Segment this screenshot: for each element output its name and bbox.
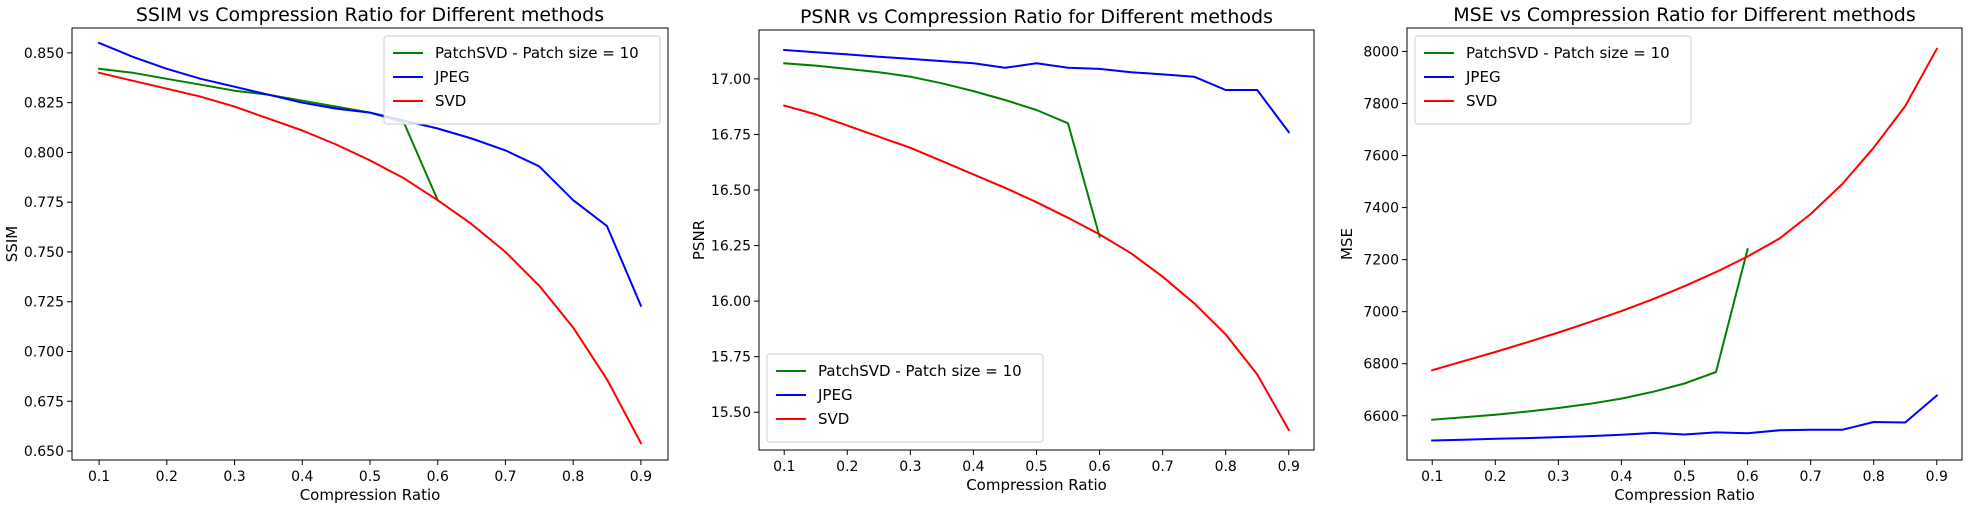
x-tick-label: 0.6 (1736, 469, 1758, 485)
y-tick-label: 0.775 (24, 195, 64, 211)
x-tick-label: 0.5 (359, 469, 381, 485)
y-tick-label: 8000 (1363, 44, 1399, 60)
x-tick-label: 0.7 (494, 469, 516, 485)
chart-panel-3: MSE vs Compression Ratio for Different m… (1338, 4, 1963, 504)
y-tick-label: 0.650 (24, 444, 64, 460)
x-tick-label: 0.2 (156, 469, 178, 485)
y-tick-label: 7200 (1363, 253, 1399, 269)
x-tick-label: 0.2 (1484, 469, 1506, 485)
legend: PatchSVD - Patch size = 10 JPEG SVD (766, 353, 1044, 443)
legend: PatchSVD - Patch size = 10 JPEG SVD (383, 35, 661, 125)
x-tick-label: 0.4 (962, 459, 984, 475)
y-axis-label: PSNR (690, 220, 708, 260)
x-tick-label: 0.8 (1863, 469, 1885, 485)
legend-box (1414, 35, 1692, 125)
x-axis-label: Compression Ratio (966, 476, 1107, 494)
series-line-patchsvd-patch-size-10 (1431, 247, 1749, 421)
chart-title: SSIM vs Compression Ratio for Different … (136, 4, 604, 26)
x-tick-label: 0.8 (1215, 459, 1237, 475)
legend-label: PatchSVD - Patch size = 10 (1466, 44, 1670, 62)
chart-panel-2: PSNR vs Compression Ratio for Different … (690, 6, 1315, 494)
x-tick-label: 0.1 (88, 469, 110, 485)
series-line-jpeg (1431, 394, 1939, 442)
y-tick-label: 7800 (1363, 96, 1399, 112)
x-tick-label: 0.8 (562, 469, 584, 485)
x-tick-label: 0.3 (223, 469, 245, 485)
x-tick-label: 0.2 (836, 459, 858, 475)
y-tick-label: 0.825 (24, 96, 64, 112)
x-tick-label: 0.4 (1610, 469, 1632, 485)
series-line-jpeg (97, 41, 643, 308)
y-tick-label: 0.675 (24, 394, 64, 410)
y-axis-label: SSIM (3, 226, 21, 262)
legend-label: SVD (435, 92, 466, 110)
x-tick-label: 0.5 (1025, 459, 1047, 475)
series-line-svd (1430, 47, 1939, 372)
x-tick-label: 0.4 (291, 469, 313, 485)
y-tick-label: 16.75 (711, 127, 751, 143)
legend-label: JPEG (434, 68, 470, 86)
y-tick-label: 6600 (1363, 409, 1399, 425)
legend-box (766, 353, 1044, 443)
y-tick-label: 0.750 (24, 245, 64, 261)
series-line-patchsvd-patch-size-10 (783, 62, 1101, 238)
x-tick-label: 0.6 (1088, 459, 1110, 475)
series-line-jpeg (783, 48, 1291, 134)
x-tick-label: 0.3 (1547, 469, 1569, 485)
chart-title: MSE vs Compression Ratio for Different m… (1453, 4, 1916, 26)
x-tick-label: 0.6 (427, 469, 449, 485)
y-tick-label: 7400 (1363, 201, 1399, 217)
legend: PatchSVD - Patch size = 10 JPEG SVD (1414, 35, 1692, 125)
chart-title: PSNR vs Compression Ratio for Different … (800, 6, 1273, 28)
y-tick-label: 7600 (1363, 149, 1399, 165)
y-tick-label: 7000 (1363, 305, 1399, 321)
y-tick-label: 16.50 (711, 183, 751, 199)
x-tick-label: 0.7 (1152, 459, 1174, 475)
series-line-svd (97, 71, 643, 445)
y-tick-label: 0.800 (24, 145, 64, 161)
x-tick-label: 0.7 (1800, 469, 1822, 485)
x-tick-label: 0.9 (1278, 459, 1300, 475)
legend-label: SVD (1466, 92, 1497, 110)
x-tick-label: 0.5 (1673, 469, 1695, 485)
legend-label: JPEG (1465, 68, 1501, 86)
chart-panel-1: SSIM vs Compression Ratio for Different … (3, 4, 669, 504)
y-tick-label: 16.25 (711, 239, 751, 255)
legend-label: SVD (818, 410, 849, 428)
x-axis-label: Compression Ratio (1614, 486, 1755, 504)
legend-label: PatchSVD - Patch size = 10 (818, 362, 1022, 380)
y-tick-label: 15.75 (711, 350, 751, 366)
y-tick-label: 6800 (1363, 357, 1399, 373)
y-tick-label: 0.700 (24, 345, 64, 361)
x-tick-label: 0.9 (1926, 469, 1948, 485)
y-tick-label: 17.00 (711, 72, 751, 88)
legend-label: PatchSVD - Patch size = 10 (435, 44, 639, 62)
y-axis-label: MSE (1338, 228, 1356, 260)
x-tick-label: 0.1 (773, 459, 795, 475)
y-tick-label: 0.725 (24, 295, 64, 311)
x-tick-label: 0.1 (1421, 469, 1443, 485)
x-tick-label: 0.9 (630, 469, 652, 485)
y-tick-label: 0.850 (24, 46, 64, 62)
x-tick-label: 0.3 (899, 459, 921, 475)
legend-box (383, 35, 661, 125)
y-tick-label: 15.50 (711, 405, 751, 421)
legend-label: JPEG (817, 386, 853, 404)
series-line-svd (782, 104, 1291, 432)
y-tick-label: 16.00 (711, 294, 751, 310)
x-axis-label: Compression Ratio (300, 486, 441, 504)
